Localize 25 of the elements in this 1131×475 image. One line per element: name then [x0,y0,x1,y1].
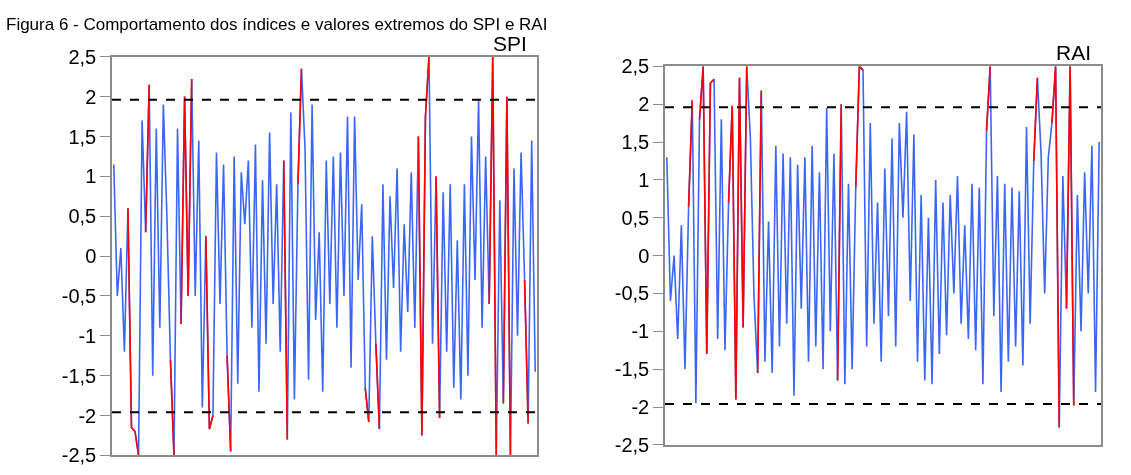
chart-title: SPI [493,32,527,55]
y-tick-label: -2 [78,404,97,427]
y-tick-label: 0 [85,245,97,268]
chart-title: RAI [1056,41,1092,64]
y-tick-label: -0,5 [614,282,650,305]
y-tick-label: -1 [631,320,650,343]
y-tick-label: 2,5 [68,45,97,68]
y-tick-label: 1 [85,165,97,188]
y-tick-label: -2 [631,396,650,419]
y-tick-label: 1,5 [621,131,650,154]
y-tick-label: -1,5 [614,358,650,381]
text: Figura 6 - Comportamento dos índices e valores extremos do SPI e RAI [6,15,548,34]
y-tick-label: 0,5 [68,205,97,228]
y-tick-label: 1,5 [68,125,97,148]
y-tick-label: -2,5 [61,444,97,467]
y-tick-label: 2,5 [621,55,650,78]
y-tick-label: 2 [85,85,97,108]
y-tick-label: 0 [638,244,650,267]
y-tick-label: -2,5 [614,433,650,456]
y-tick-label: 2 [638,93,650,116]
y-tick-label: -1,5 [61,364,97,387]
y-tick-label: 1 [638,168,650,191]
y-tick-label: -1 [78,324,97,347]
y-tick-label: -0,5 [61,284,97,307]
y-tick-label: 0,5 [621,206,650,229]
